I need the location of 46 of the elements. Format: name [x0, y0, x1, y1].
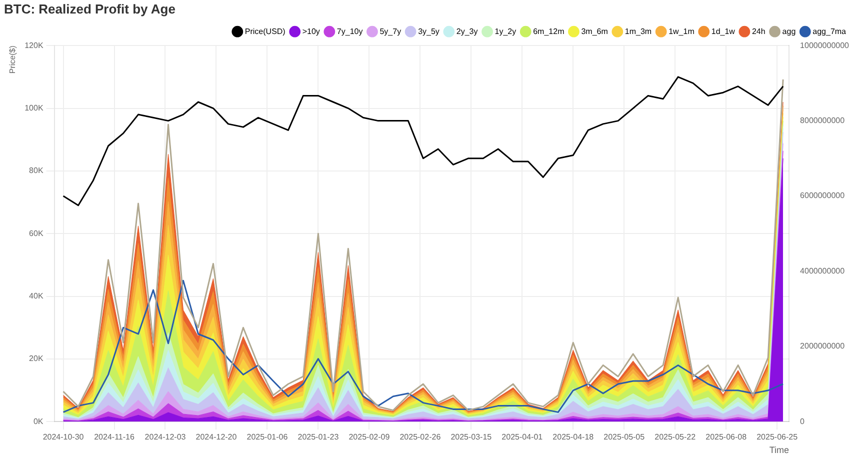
- y2-tick-label: 4000000000: [800, 266, 846, 276]
- x-tick-label: 2025-04-18: [552, 432, 594, 442]
- legend-label: 1m_3m: [624, 26, 652, 36]
- x-tick-label: 2024-10-30: [42, 432, 84, 442]
- legend-label: 3m_6m: [581, 26, 608, 36]
- x-tick-label: 2025-05-22: [654, 432, 696, 442]
- x-tick-label: 2025-04-01: [502, 432, 544, 442]
- x-tick-label: 2025-06-08: [706, 432, 748, 442]
- y-axis-title: Price($): [8, 45, 18, 74]
- y-tick-label: 20K: [29, 354, 44, 364]
- y-tick-label: 60K: [29, 228, 44, 238]
- legend-label: 24h: [752, 26, 766, 36]
- y2-tick-label: 0: [800, 416, 806, 426]
- legend-label: 3y_5y: [418, 26, 440, 36]
- x-tick-label: 2024-12-20: [196, 432, 238, 442]
- x-tick-label: 2025-03-15: [450, 432, 492, 442]
- legend-label: 5y_7y: [380, 26, 402, 36]
- x-tick-label: 2025-05-05: [604, 432, 646, 442]
- x-tick-label: 2024-11-16: [94, 432, 135, 442]
- legend-label: 7y_10y: [336, 26, 363, 36]
- y2-tick-label: 2000000000: [800, 342, 846, 351]
- y-tick-label: 120K: [24, 40, 44, 50]
- x-tick-label: 2025-02-26: [400, 432, 442, 442]
- legend-label: agg: [782, 26, 796, 36]
- x-tick-label: 2024-12-03: [144, 432, 186, 442]
- chart-title: BTC: Realized Profit by Age: [4, 1, 176, 16]
- y-tick-label: 0K: [33, 416, 44, 426]
- legend-label: agg_7ma: [812, 26, 847, 36]
- y-tick-label: 40K: [29, 291, 44, 300]
- x-tick-label: 2025-06-25: [756, 432, 798, 442]
- y-tick-label: 100K: [24, 103, 44, 112]
- x-axis-title: Time: [769, 445, 790, 456]
- x-tick-label: 2025-01-06: [246, 432, 288, 442]
- legend-label: Price(USD): [244, 26, 286, 36]
- y2-tick-label: 8000000000: [800, 116, 846, 126]
- y2-tick-label: 6000000000: [800, 191, 846, 200]
- x-tick-label: 2025-01-23: [298, 432, 340, 442]
- legend-label: >10y: [302, 26, 320, 36]
- y-tick-label: 80K: [29, 166, 44, 176]
- y2-tick-label: 10000000000: [800, 40, 850, 50]
- legend-label: 1y_2y: [494, 26, 516, 36]
- legend-label: 1w_1m: [668, 26, 695, 36]
- legend-label: 6m_12m: [533, 26, 565, 36]
- legend-label: 2y_3y: [456, 26, 478, 36]
- x-tick-label: 2025-02-09: [348, 432, 390, 442]
- legend-label: 1d_1w: [711, 26, 736, 36]
